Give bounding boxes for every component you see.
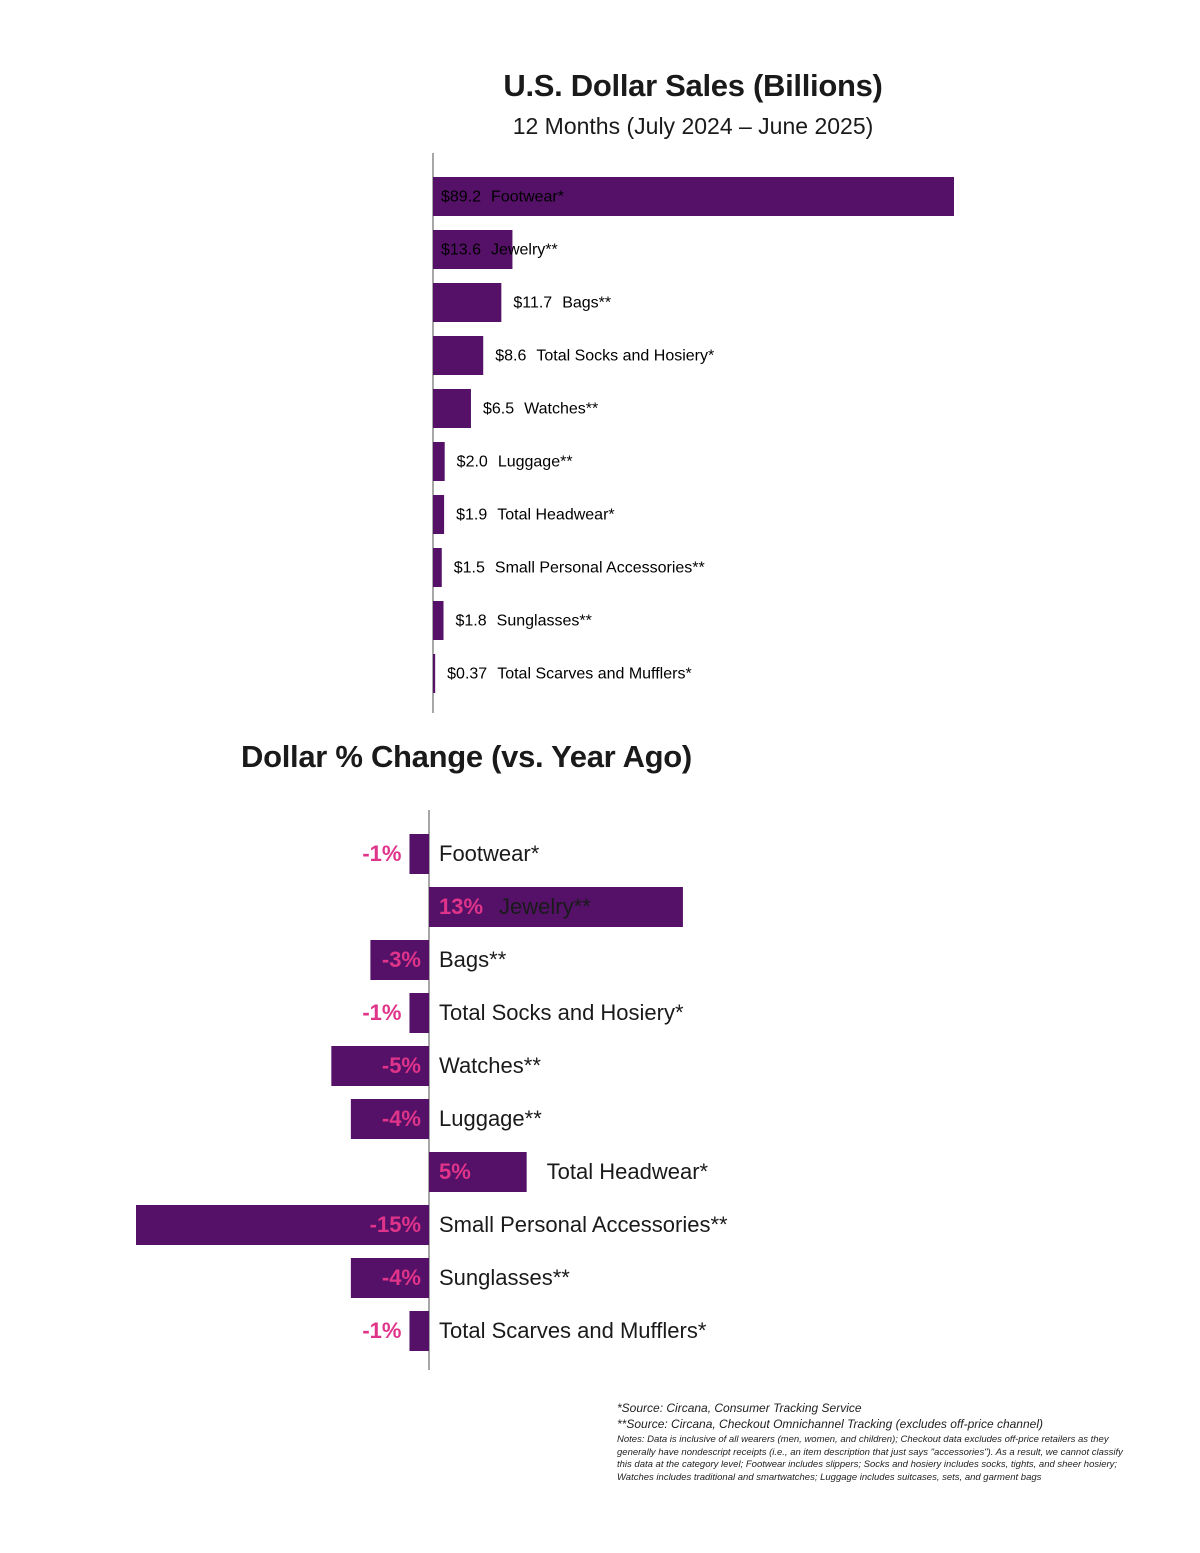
sales-chart-title: U.S. Dollar Sales (Billions) — [503, 68, 883, 103]
sales-bar-4 — [433, 389, 471, 428]
sales-category-label-4: Watches** — [524, 401, 598, 418]
sales-bar-label-0: $89.2 Footwear* — [441, 189, 564, 206]
sales-bar-9 — [433, 654, 436, 693]
change-category-label-2: Bags** — [439, 947, 507, 972]
footnote-source-2: **Source: Circana, Checkout Omnichannel … — [617, 1417, 1043, 1431]
change-bar-0 — [409, 834, 429, 874]
sales-category-label-2: Bags** — [562, 295, 611, 312]
change-category-label-4: Watches** — [439, 1053, 541, 1078]
sales-category-label-5: Luggage** — [498, 454, 573, 471]
change-value-label-2: -3% — [382, 947, 421, 972]
sales-bar-chart: $89.2 Footwear*$13.6 Jewelry**$11.7 Bags**$… — [432, 153, 954, 713]
change-category-label-8: Sunglasses** — [439, 1265, 570, 1290]
sales-chart-subtitle: 12 Months (July 2024 – June 2025) — [512, 113, 874, 139]
change-bar-1 — [429, 887, 683, 927]
change-bar-7 — [136, 1205, 429, 1245]
change-bar-chart: -1% Footwear* 13% Jewelry** -3% Bags** -1% Tota… — [136, 810, 728, 1370]
sales-bar-3 — [433, 336, 484, 375]
change-value-label-1: 13% — [439, 894, 483, 919]
sales-value-label-8: $1.8 — [456, 613, 487, 630]
footnote-notes: Notes: Data is inclusive of all wearers … — [617, 1434, 1123, 1483]
sales-bar-2 — [433, 283, 502, 322]
sales-value-label-9: $0.37 — [447, 666, 487, 683]
sales-value-label-0: $89.2 — [441, 189, 481, 206]
sales-bar-label-2: $11.7 Bags** — [513, 295, 611, 312]
change-category-label-5: Luggage** — [439, 1106, 542, 1131]
sales-category-label-0: Footwear* — [491, 189, 564, 206]
change-bar-4 — [331, 1046, 429, 1086]
sales-bar-5 — [433, 442, 445, 481]
sales-category-label-7: Small Personal Accessories** — [495, 560, 705, 577]
change-value-label-7: -15% — [370, 1212, 421, 1237]
sales-bar-1 — [433, 230, 513, 269]
change-bar-5 — [350, 1099, 429, 1139]
sales-bar-label-8: $1.8 Sunglasses** — [456, 613, 592, 630]
change-bar-6 — [429, 1152, 527, 1192]
change-category-label-6: Total Headwear* — [547, 1159, 709, 1184]
change-bar-8 — [350, 1258, 429, 1298]
sales-category-label-3: Total Socks and Hosiery* — [536, 348, 714, 365]
change-value-label-8: -4% — [382, 1265, 421, 1290]
sales-bar-7 — [433, 548, 442, 587]
change-category-label-1: Jewelry** — [499, 894, 591, 919]
change-bar-9 — [409, 1311, 429, 1351]
change-category-label-0: Footwear* — [439, 841, 540, 866]
change-value-label-0: -1% — [362, 841, 401, 866]
sales-bar-6 — [433, 495, 445, 534]
change-category-label-9: Total Scarves and Mufflers* — [439, 1318, 707, 1343]
sales-bar-label-4: $6.5 Watches** — [483, 401, 598, 418]
footnotes: *Source: Circana, Consumer Tracking Serv… — [617, 1400, 1137, 1484]
sales-bar-label-5: $2.0 Luggage** — [457, 454, 573, 471]
change-category-label-7: Small Personal Accessories** — [439, 1212, 728, 1237]
change-bar-2 — [370, 940, 429, 980]
sales-bar-label-3: $8.6 Total Socks and Hosiery* — [495, 348, 714, 365]
change-value-label-6: 5% — [439, 1159, 471, 1184]
sales-value-label-7: $1.5 — [454, 560, 485, 577]
footnote-source-1: *Source: Circana, Consumer Tracking Serv… — [617, 1401, 862, 1415]
sales-value-label-3: $8.6 — [495, 348, 526, 365]
change-value-label-4: -5% — [382, 1053, 421, 1078]
change-value-label-5: -4% — [382, 1106, 421, 1131]
change-bar-3 — [409, 993, 429, 1033]
sales-bar-label-7: $1.5 Small Personal Accessories** — [454, 560, 705, 577]
change-chart-title: Dollar % Change (vs. Year Ago) — [241, 739, 692, 774]
change-category-label-3: Total Socks and Hosiery* — [439, 1000, 684, 1025]
sales-bar-0 — [433, 177, 954, 216]
sales-value-label-5: $2.0 — [457, 454, 488, 471]
sales-value-label-1: $13.6 — [441, 242, 481, 259]
change-value-label-9: -1% — [362, 1318, 401, 1343]
sales-bar-8 — [433, 601, 444, 640]
sales-bar-label-1: $13.6 Jewelry** — [441, 242, 558, 259]
sales-value-label-4: $6.5 — [483, 401, 514, 418]
sales-value-label-2: $11.7 — [513, 295, 552, 312]
sales-category-label-8: Sunglasses** — [497, 613, 592, 630]
sales-category-label-6: Total Headwear* — [497, 507, 614, 524]
sales-bar-label-6: $1.9 Total Headwear* — [456, 507, 615, 524]
sales-category-label-9: Total Scarves and Mufflers* — [497, 666, 691, 683]
sales-bar-label-9: $0.37 Total Scarves and Mufflers* — [447, 666, 692, 683]
sales-category-label-1: Jewelry** — [491, 242, 558, 259]
change-value-label-3: -1% — [362, 1000, 401, 1025]
sales-value-label-6: $1.9 — [456, 507, 487, 524]
